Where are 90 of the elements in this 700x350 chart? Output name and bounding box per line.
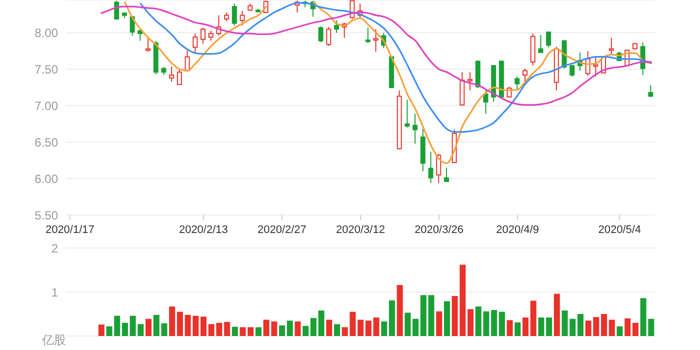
candlestick xyxy=(192,33,198,53)
bar xyxy=(514,322,521,336)
bar xyxy=(491,310,498,336)
y-tick-label: 8.00 xyxy=(34,26,58,40)
candlestick xyxy=(546,32,552,48)
bar xyxy=(498,312,505,336)
x-tick-label: 2020/1/17 xyxy=(45,224,94,236)
candlestick xyxy=(608,37,614,56)
bar xyxy=(326,320,332,336)
candlestick xyxy=(428,151,434,184)
y-tick-label: 2 xyxy=(51,241,58,256)
candlestick xyxy=(593,57,598,78)
candlestick xyxy=(232,3,237,26)
candlestick xyxy=(240,10,245,26)
bar xyxy=(601,314,608,336)
bar xyxy=(286,320,293,336)
x-tick-label: 2020/3/26 xyxy=(414,224,464,236)
bar xyxy=(255,327,262,336)
bar xyxy=(412,318,419,336)
bar xyxy=(200,316,207,336)
bar xyxy=(608,320,615,336)
bar xyxy=(506,320,513,336)
candlestick xyxy=(334,20,340,34)
y-tick-label: 7.00 xyxy=(34,98,58,113)
candlestick xyxy=(538,34,544,53)
bar xyxy=(616,326,623,336)
x-tick-label: 2020/4/9 xyxy=(496,224,539,236)
candlestick xyxy=(169,66,174,82)
bar xyxy=(224,322,230,336)
bar xyxy=(530,300,536,336)
bar xyxy=(146,318,152,336)
bar xyxy=(522,318,528,336)
bar xyxy=(404,312,411,336)
bar xyxy=(420,295,426,336)
bar xyxy=(632,322,638,336)
y-tick-label: 1 xyxy=(51,285,58,300)
bar xyxy=(294,321,301,336)
bar xyxy=(358,320,364,336)
bar xyxy=(538,318,544,336)
y-tick-label: 6.50 xyxy=(34,135,58,150)
y-axis-title: 亿股 xyxy=(41,333,66,347)
bar xyxy=(428,295,434,336)
line-series xyxy=(100,6,652,106)
candlestick xyxy=(514,76,520,91)
bar xyxy=(388,300,395,336)
x-tick-label: 2020/2/13 xyxy=(178,224,228,236)
candlestick xyxy=(365,27,370,44)
candlestick xyxy=(483,90,488,114)
candlestick xyxy=(326,26,332,46)
candlestick xyxy=(648,84,654,98)
candlestick xyxy=(444,167,449,182)
bar xyxy=(436,311,442,336)
x-tick-label: 2020/5/4 xyxy=(598,224,642,236)
candlestick xyxy=(146,38,151,52)
bar xyxy=(624,318,631,336)
candlestick xyxy=(200,27,206,44)
y-tick-label: 7.50 xyxy=(34,62,58,76)
bar xyxy=(468,309,474,336)
x-tick-label: 2020/3/12 xyxy=(336,224,385,236)
bar xyxy=(279,325,286,336)
bar xyxy=(546,318,552,336)
candlestick xyxy=(138,30,143,42)
y-tick-label: 5.50 xyxy=(34,208,58,222)
bar xyxy=(396,284,403,336)
bar xyxy=(554,294,560,336)
line-series xyxy=(140,2,652,133)
candlestick xyxy=(468,72,473,91)
candlestick xyxy=(318,26,324,43)
bar xyxy=(444,301,450,336)
bar xyxy=(334,324,340,336)
candlestick xyxy=(412,113,418,144)
bar xyxy=(232,326,238,336)
bar xyxy=(98,324,104,336)
bar xyxy=(302,326,309,336)
bar xyxy=(365,320,372,336)
candlestick xyxy=(404,99,410,128)
x-tick-label: 2020/2/27 xyxy=(258,224,306,236)
candlestick xyxy=(373,28,378,52)
bar xyxy=(169,306,176,336)
candlestick xyxy=(436,153,442,184)
bar xyxy=(577,314,584,336)
bar xyxy=(176,312,183,336)
bar xyxy=(381,321,388,336)
bar xyxy=(373,318,380,336)
bar xyxy=(310,318,316,336)
candlestick xyxy=(208,30,214,42)
y-tick-label: 6.00 xyxy=(34,172,58,186)
candlestick xyxy=(176,69,182,86)
bar xyxy=(122,322,128,336)
bar xyxy=(318,310,324,336)
